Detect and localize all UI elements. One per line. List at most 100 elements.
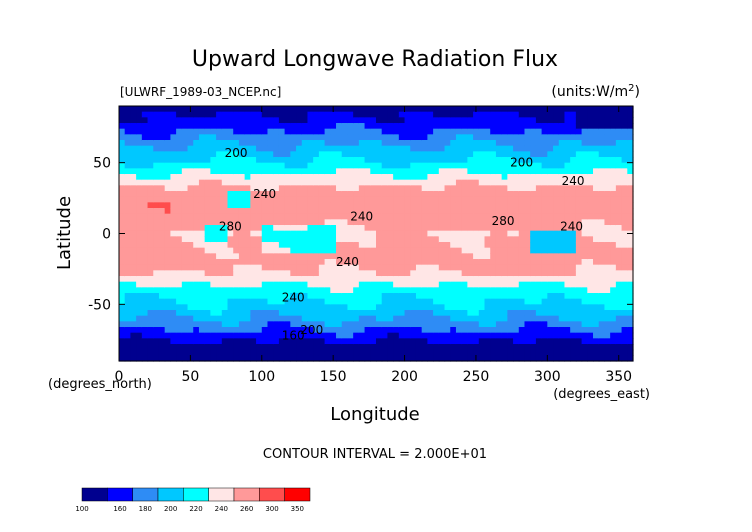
heatmap-cell <box>330 162 337 169</box>
heatmap-cell <box>570 185 577 192</box>
heatmap-cell <box>490 349 497 356</box>
heatmap-cell <box>324 321 331 328</box>
heatmap-cell <box>598 134 606 141</box>
heatmap-cell <box>364 281 371 288</box>
heatmap-cell <box>627 242 634 249</box>
heatmap-cell <box>130 174 137 181</box>
heatmap-cell <box>233 259 240 266</box>
heatmap-cell <box>610 247 617 254</box>
heatmap-cell <box>461 276 468 283</box>
heatmap-cell <box>427 293 434 300</box>
heatmap-cell <box>450 253 457 260</box>
heatmap-cell <box>221 344 229 351</box>
heatmap-cell <box>455 287 463 294</box>
heatmap-cell <box>347 287 354 294</box>
heatmap-cell <box>244 128 251 135</box>
heatmap-cell <box>524 128 531 135</box>
heatmap-cell <box>450 213 457 220</box>
heatmap-cell <box>627 111 634 118</box>
heatmap-cell <box>227 162 234 169</box>
heatmap-cell <box>278 123 286 130</box>
heatmap-cell <box>341 191 349 198</box>
heatmap-cell <box>541 344 548 351</box>
heatmap-cell <box>484 225 491 232</box>
heatmap-cell <box>261 310 269 317</box>
heatmap-cell <box>587 151 594 158</box>
heatmap-cell <box>581 151 588 158</box>
heatmap-cell <box>210 185 217 192</box>
heatmap-cell <box>501 117 508 124</box>
heatmap-cell <box>490 157 497 164</box>
heatmap-cell <box>558 185 566 192</box>
heatmap-cell <box>244 157 251 164</box>
heatmap-cell <box>250 293 257 300</box>
heatmap-cell <box>541 185 548 192</box>
heatmap-cell <box>438 111 446 118</box>
heatmap-cell <box>381 117 389 124</box>
heatmap-cell <box>290 117 297 124</box>
heatmap-cell <box>296 298 303 305</box>
heatmap-cell <box>341 247 349 254</box>
heatmap-cell <box>404 332 411 339</box>
heatmap-cell <box>621 247 628 254</box>
heatmap-cell <box>593 321 600 328</box>
heatmap-cell <box>535 327 543 334</box>
heatmap-cell <box>364 225 371 232</box>
heatmap-cell <box>581 264 588 271</box>
heatmap-cell <box>615 236 623 243</box>
heatmap-cell <box>187 162 194 169</box>
heatmap-cell <box>501 168 508 175</box>
heatmap-cell <box>570 332 577 339</box>
heatmap-cell <box>341 117 349 124</box>
heatmap-cell <box>296 315 303 322</box>
heatmap-cell <box>530 349 537 356</box>
heatmap-cell <box>358 338 366 345</box>
heatmap-cell <box>370 332 377 339</box>
heatmap-cell <box>216 230 223 237</box>
heatmap-cell <box>507 151 514 158</box>
heatmap-cell <box>558 270 566 277</box>
heatmap-cell <box>581 111 588 118</box>
heatmap-cell <box>307 123 314 130</box>
heatmap-cell <box>587 276 594 283</box>
heatmap-cell <box>575 230 583 237</box>
heatmap-cell <box>415 140 423 147</box>
heatmap-cell <box>364 157 371 164</box>
heatmap-cell <box>381 123 389 130</box>
heatmap-cell <box>221 128 229 135</box>
heatmap-cell <box>233 321 240 328</box>
heatmap-cell <box>164 191 171 198</box>
heatmap-cell <box>238 242 246 249</box>
heatmap-cell <box>336 321 343 328</box>
heatmap-cell <box>158 321 166 328</box>
heatmap-cell <box>484 230 491 237</box>
heatmap-cell <box>587 145 594 152</box>
heatmap-cell <box>427 327 434 334</box>
heatmap-cell <box>524 276 531 283</box>
heatmap-cell <box>176 151 183 158</box>
heatmap-cell <box>547 185 554 192</box>
heatmap-cell <box>541 276 548 283</box>
heatmap-cell <box>547 355 554 362</box>
heatmap-cell <box>501 128 508 135</box>
heatmap-cell <box>604 281 611 288</box>
heatmap-cell <box>507 145 514 152</box>
heatmap-cell <box>261 196 269 203</box>
heatmap-cell <box>278 332 286 339</box>
heatmap-cell <box>564 196 571 203</box>
heatmap-cell <box>278 157 286 164</box>
heatmap-cell <box>216 128 223 135</box>
heatmap-cell <box>238 276 246 283</box>
heatmap-cell <box>547 321 554 328</box>
heatmap-cell <box>610 179 617 186</box>
heatmap-cell <box>176 321 183 328</box>
heatmap-cell <box>381 242 389 249</box>
heatmap-cell <box>433 202 440 209</box>
heatmap-cell <box>410 344 417 351</box>
heatmap-cell <box>307 191 314 198</box>
heatmap-cell <box>393 117 400 124</box>
heatmap-cell <box>398 123 406 130</box>
heatmap-cell <box>513 111 520 118</box>
heatmap-cell <box>553 270 560 277</box>
colorbar-level-label: 220 <box>189 505 202 513</box>
